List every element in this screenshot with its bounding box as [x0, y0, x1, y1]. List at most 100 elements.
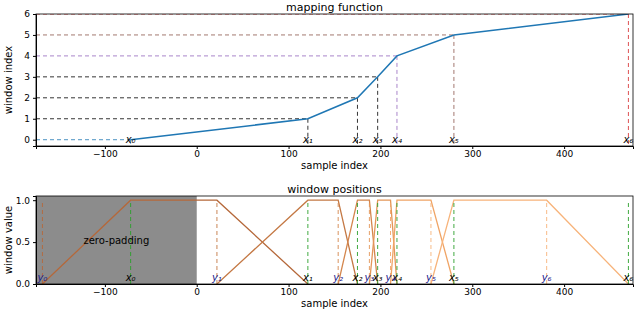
tick: 4: [24, 51, 36, 61]
point-label: x₂: [351, 134, 362, 145]
tick: 400: [556, 146, 573, 159]
tick-label: −100: [93, 287, 118, 297]
tick: 0.0: [16, 279, 36, 289]
tick-label: 200: [372, 149, 389, 159]
axis-line: [33, 15, 37, 147]
tick: −100: [93, 146, 118, 159]
point-label: x₀: [125, 134, 136, 145]
tick-mark: [33, 56, 36, 57]
tick-label: 300: [464, 149, 481, 159]
tick-mark: [33, 242, 36, 243]
tick-mark: [33, 119, 36, 120]
x-axis-title: sample index: [301, 160, 368, 171]
chart-0: x₀ x₁ x₂ x₃ x₄ x₅ x₆ −100 0 100 200 300 400 0 1 2 3 4 5 6 ma…: [3, 1, 634, 171]
tick-label: 0.5: [16, 237, 30, 247]
tick-label: 0: [194, 287, 200, 297]
x-axis-title: sample index: [301, 298, 368, 309]
tick-label: 200: [372, 287, 389, 297]
tick: 3: [24, 72, 36, 82]
guide-h: [36, 118, 308, 119]
guide-h: [36, 97, 357, 98]
figure: x₀ x₁ x₂ x₃ x₄ x₅ x₆ −100 0 100 200 300 400 0 1 2 3 4 5 6 ma…: [0, 0, 638, 310]
x-axis: −100 0 100 200 300 400: [37, 284, 634, 297]
title: window positions: [287, 183, 382, 196]
frame: [36, 14, 633, 146]
tick: 300: [464, 284, 481, 297]
tick-label: −100: [93, 149, 118, 159]
y-axis-title: window value: [3, 206, 14, 274]
tick-label: 3: [24, 72, 30, 82]
point-label: x₅: [448, 134, 459, 145]
title: mapping function: [286, 1, 383, 14]
tick: 100: [280, 284, 297, 297]
y-point-label: y₂: [332, 272, 343, 283]
tick: 0.5: [16, 237, 36, 247]
axis-line: [37, 285, 634, 288]
point-label: x₄: [391, 134, 402, 145]
plot-area: [36, 196, 628, 284]
plot-area: [36, 14, 628, 146]
guide-h: [36, 34, 454, 35]
x-axis: −100 0 100 200 300 400: [37, 146, 634, 159]
point-label: x₃: [372, 134, 383, 145]
window: [217, 200, 358, 284]
tick: 1.0: [16, 196, 36, 206]
tick: 0: [194, 284, 200, 297]
point-label: x₁: [302, 134, 313, 145]
tick-label: 4: [24, 51, 30, 61]
tick: 200: [372, 146, 389, 159]
x-point-label: x₆: [622, 272, 633, 283]
tick-label: 100: [280, 149, 297, 159]
tick-label: 5: [24, 30, 30, 40]
tick: 300: [464, 146, 481, 159]
guide-h: [36, 55, 397, 56]
tick-label: 2: [24, 93, 30, 103]
zero-padding: [36, 196, 197, 284]
guide-h: [36, 76, 378, 77]
tick: 0: [194, 146, 200, 159]
window: [431, 200, 628, 284]
tick-mark: [33, 14, 36, 15]
frame: [36, 196, 633, 284]
tick: 5: [24, 30, 36, 40]
tick: 400: [556, 284, 573, 297]
tick-label: 100: [280, 287, 297, 297]
tick-mark: [33, 200, 36, 201]
guide-v: [396, 56, 397, 146]
tick-mark: [33, 284, 36, 285]
line: [131, 14, 629, 140]
y-axis: 0.0 0.5 1.0: [16, 196, 37, 290]
guide-h: [36, 139, 131, 140]
tick-mark: [33, 98, 36, 99]
tick-label: 300: [464, 287, 481, 297]
tick-label: 1.0: [16, 196, 31, 206]
tick-label: 1: [24, 114, 30, 124]
tick-label: 400: [556, 287, 573, 297]
y-point-label: y₀: [36, 272, 47, 283]
tick-label: 400: [556, 149, 573, 159]
x-point-label: x₀: [125, 272, 136, 283]
guide-v: [453, 35, 454, 146]
window: [42, 200, 307, 284]
tick: 2: [24, 93, 36, 103]
tick-label: 6: [24, 9, 30, 19]
y-axis: 0 1 2 3 4 5 6: [24, 9, 36, 146]
window: [338, 200, 377, 284]
x-point-label: x₂: [351, 272, 362, 283]
y-point-label: y₅: [425, 272, 436, 283]
tick-mark: [33, 140, 36, 141]
y-point-label: y₄: [385, 272, 396, 283]
y-point-label: y₁: [211, 272, 222, 283]
tick: −100: [93, 284, 118, 297]
tick: 200: [372, 284, 389, 297]
tick: 100: [280, 146, 297, 159]
tick: 0: [24, 135, 36, 145]
zero-padding-label: zero-padding: [83, 235, 149, 246]
chart-1: zero-paddingx₀x₁x₂x₃x₄x₅x₆y₀y₁y₂y₃y₄y₅y₆…: [3, 183, 634, 309]
y-point-label: y₃: [363, 272, 374, 283]
tick-label: 0: [194, 149, 200, 159]
point-label: x₆: [622, 134, 633, 145]
tick-label: 0: [24, 135, 30, 145]
tick: 1: [24, 114, 36, 124]
tick-mark: [33, 77, 36, 78]
